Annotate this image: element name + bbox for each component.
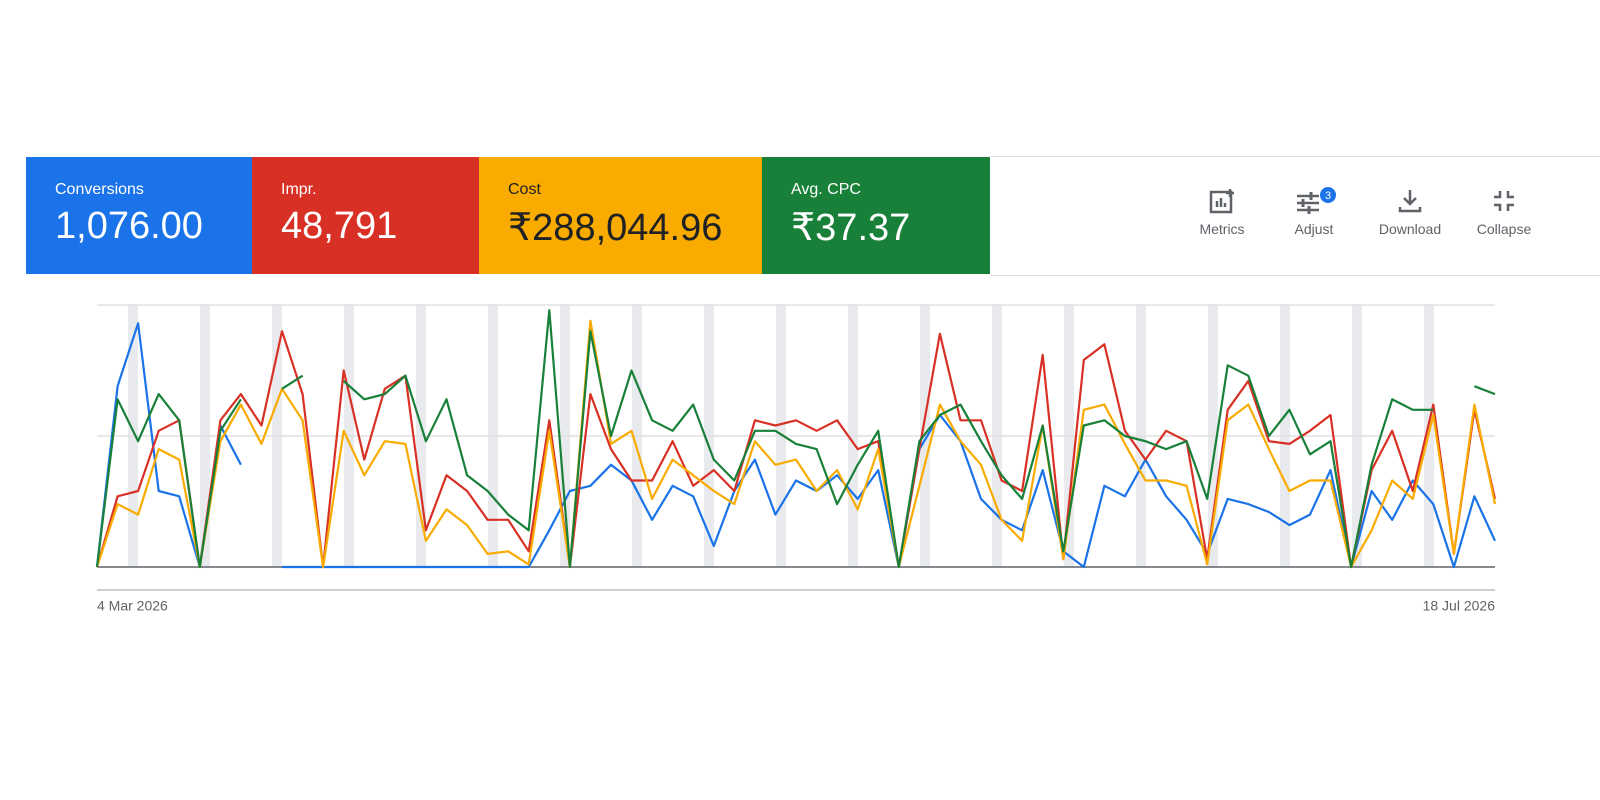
metric-label: Cost <box>508 181 541 198</box>
download-icon <box>1398 190 1422 213</box>
metric-label: Conversions <box>55 181 144 198</box>
series-line <box>95 319 1497 569</box>
adjust-badge: 3 <box>1325 190 1331 202</box>
metric-label: Impr. <box>281 181 317 198</box>
download-button[interactable]: Download <box>1365 187 1455 237</box>
series-line <box>95 330 1497 569</box>
metric-card[interactable]: Avg. CPC ₹37.37 <box>762 157 990 274</box>
button-label: Adjust <box>1294 221 1334 237</box>
chart: 4 Mar 2026 18 Jul 2026 <box>95 304 1497 614</box>
button-label: Collapse <box>1476 221 1532 237</box>
x-tick-label: 4 Mar 2026 <box>97 598 168 614</box>
metric-value: 1,076.00 <box>55 205 203 247</box>
collapse-button[interactable]: Collapse <box>1459 187 1549 237</box>
metric-card[interactable]: Conversions 1,076.00 <box>26 157 252 274</box>
metric-value: ₹37.37 <box>791 207 911 249</box>
metric-value: 48,791 <box>281 205 398 247</box>
x-tick-label: 18 Jul 2026 <box>1423 598 1496 614</box>
metric-card[interactable]: Impr. 48,791 <box>252 157 479 274</box>
adjust-button[interactable]: 3 Adjust <box>1269 187 1359 237</box>
metrics-button[interactable]: Metrics <box>1177 187 1267 237</box>
button-label: Download <box>1378 221 1442 237</box>
metrics-icon <box>1209 189 1234 214</box>
button-label: Metrics <box>1199 221 1245 237</box>
adjust-icon: 3 <box>1297 187 1336 214</box>
series-line <box>95 309 1496 569</box>
metric-value: ₹288,044.96 <box>508 207 723 249</box>
toolbar: Metrics 3 Adjust Download Collapse <box>990 156 1600 276</box>
metric-card[interactable]: Cost ₹288,044.96 <box>479 157 762 274</box>
metric-label: Avg. CPC <box>791 181 861 198</box>
collapse-icon <box>1494 191 1514 211</box>
